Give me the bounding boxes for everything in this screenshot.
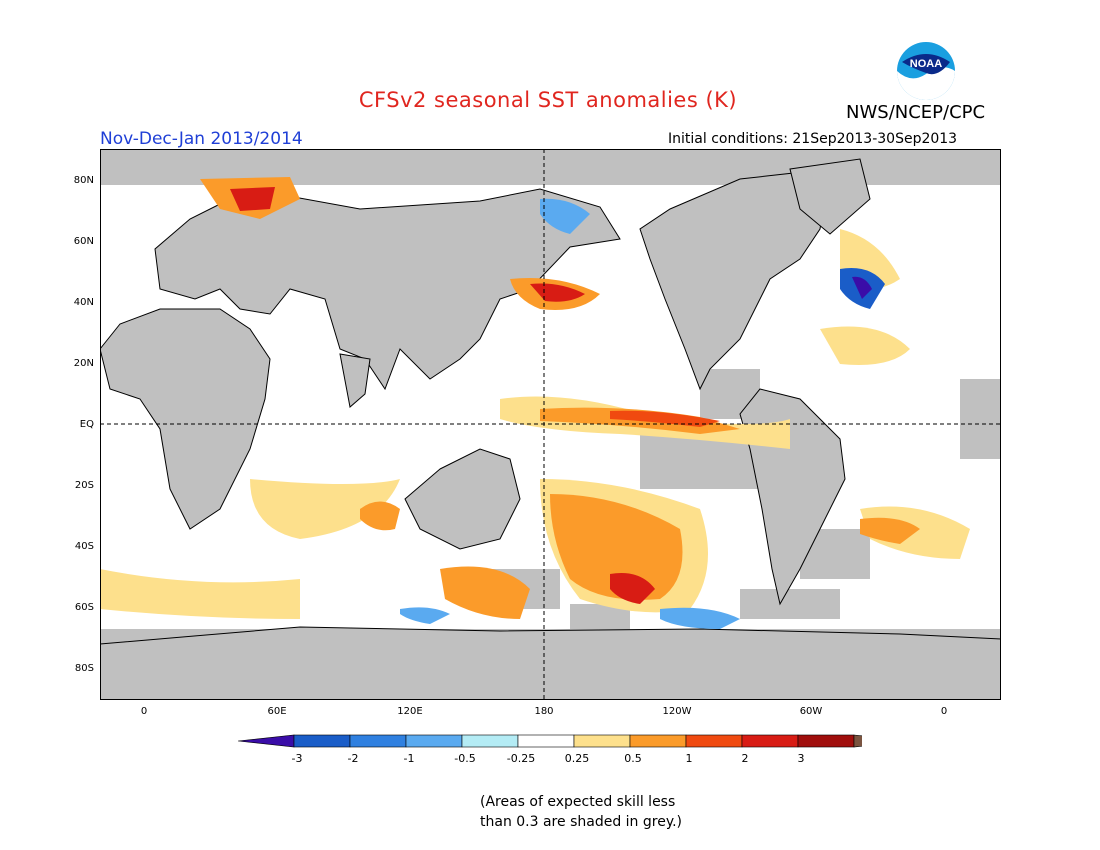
lon-label: 0 — [940, 706, 948, 717]
warm-anomalies — [100, 177, 970, 619]
colorbar-segment — [349, 734, 407, 748]
initial-conditions: Initial conditions: 21Sep2013-30Sep2013 — [668, 131, 958, 147]
colorbar-tick-label: 1 — [685, 752, 693, 765]
svg-text:NOAA: NOAA — [910, 58, 942, 70]
colorbar — [238, 734, 862, 748]
colorbar-tick-label: 0.5 — [624, 752, 642, 765]
colorbar-tick-label: -2 — [347, 752, 359, 765]
cool-anomalies — [400, 198, 885, 629]
skill-note-line: than 0.3 are shaded in grey.) — [480, 814, 683, 830]
colorbar-tick-label: -3 — [291, 752, 303, 765]
lon-label: 120W — [662, 706, 692, 717]
colorbar-segment — [685, 734, 743, 748]
lat-label: EQ — [79, 419, 94, 430]
lon-label: 60E — [267, 706, 287, 717]
skill-note-line: (Areas of expected skill less — [480, 794, 676, 810]
colorbar-tick-label: 0.25 — [564, 752, 590, 765]
lon-label: 180 — [534, 706, 554, 717]
colorbar-segment — [238, 734, 295, 748]
forecast-period: Nov-Dec-Jan 2013/2014 — [100, 129, 303, 149]
lat-label: 40N — [73, 297, 94, 308]
lat-label: 20S — [74, 480, 94, 491]
colorbar-segment — [517, 734, 575, 748]
map-frame — [100, 149, 1001, 700]
skill-note: (Areas of expected skill less than 0.3 a… — [480, 792, 682, 832]
colorbar-segment — [573, 734, 631, 748]
noaa-logo-icon: NOAA — [897, 42, 955, 100]
colorbar-segment — [797, 734, 855, 748]
lat-label: 60N — [73, 236, 94, 247]
colorbar-tick-label: 2 — [741, 752, 749, 765]
colorbar-segment — [461, 734, 519, 748]
lat-label: 40S — [74, 541, 94, 552]
colorbar-segment — [853, 734, 862, 748]
colorbar-segment — [741, 734, 799, 748]
colorbar-tick-label: -1 — [403, 752, 415, 765]
colorbar-segment — [405, 734, 463, 748]
colorbar-segment — [629, 734, 687, 748]
colorbar-segment — [293, 734, 351, 748]
colorbar-tick-label: -0.25 — [506, 752, 536, 765]
lat-label: 60S — [74, 602, 94, 613]
agency-label: NWS/NCEP/CPC — [846, 102, 986, 123]
sst-anomaly-map — [100, 149, 1001, 700]
map-title: CFSv2 seasonal SST anomalies (K) — [358, 88, 738, 112]
lon-label: 0 — [140, 706, 148, 717]
lat-label: 80S — [74, 663, 94, 674]
lon-label: 60W — [799, 706, 823, 717]
colorbar-tick-label: -0.5 — [454, 752, 476, 765]
lon-label: 120E — [397, 706, 423, 717]
reference-lines — [100, 149, 1001, 700]
lat-label: 20N — [73, 358, 94, 369]
colorbar-tick-label: 3 — [797, 752, 805, 765]
lat-label: 80N — [73, 175, 94, 186]
